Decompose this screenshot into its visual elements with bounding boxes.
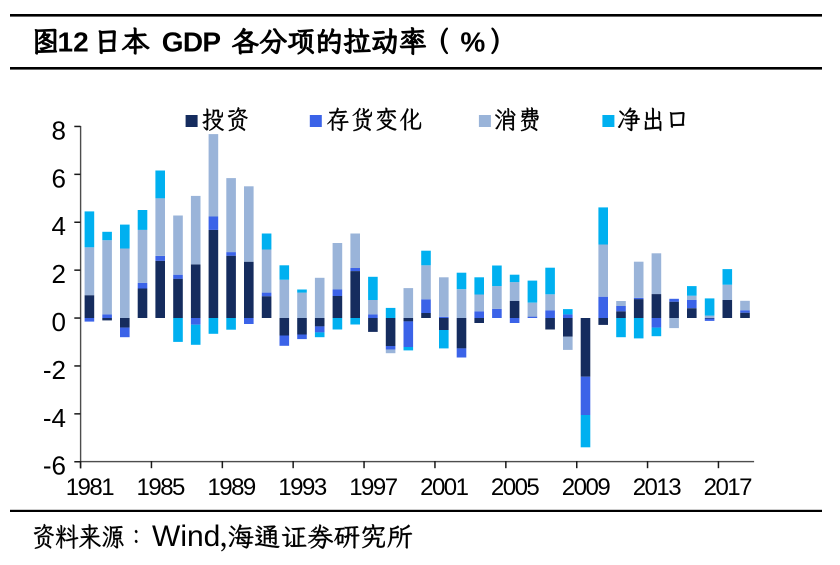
- svg-text:2005: 2005: [491, 474, 540, 501]
- svg-text:1997: 1997: [349, 474, 398, 501]
- svg-text:2001: 2001: [420, 474, 469, 501]
- svg-text:1981: 1981: [66, 474, 115, 501]
- svg-text:-6: -6: [43, 451, 66, 481]
- svg-text:%: %: [460, 26, 485, 57]
- svg-text:1985: 1985: [137, 474, 186, 501]
- svg-text:2017: 2017: [704, 474, 753, 501]
- svg-text:4: 4: [52, 211, 66, 241]
- svg-text:1993: 1993: [278, 474, 327, 501]
- svg-text:2013: 2013: [633, 474, 682, 501]
- svg-text:2009: 2009: [562, 474, 611, 501]
- svg-text:8: 8: [52, 115, 66, 145]
- svg-text:0: 0: [52, 307, 66, 337]
- svg-text:Wind: Wind: [152, 520, 220, 553]
- svg-text:2: 2: [52, 259, 66, 289]
- svg-text:6: 6: [52, 163, 66, 193]
- svg-text:-4: -4: [43, 403, 66, 433]
- svg-text:1989: 1989: [207, 474, 256, 501]
- svg-text:GDP: GDP: [162, 26, 221, 57]
- svg-text:12: 12: [58, 26, 89, 57]
- svg-text:-2: -2: [43, 355, 66, 385]
